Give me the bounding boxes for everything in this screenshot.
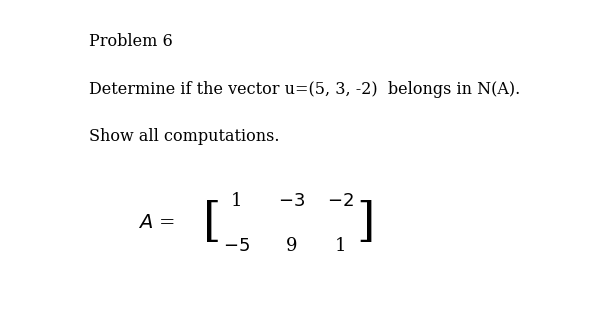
Text: $A$ =: $A$ =: [138, 215, 175, 232]
Text: Show all computations.: Show all computations.: [89, 128, 279, 146]
Text: $-2$: $-2$: [327, 192, 354, 210]
Text: $-5$: $-5$: [223, 237, 250, 255]
Text: 1: 1: [231, 192, 242, 210]
Text: ]: ]: [356, 201, 375, 246]
Text: 9: 9: [286, 237, 297, 255]
Text: Problem 6: Problem 6: [89, 33, 173, 50]
Text: Determine if the vector u=(5, 3, -2)  belongs in N(A).: Determine if the vector u=(5, 3, -2) bel…: [89, 81, 520, 98]
Text: [: [: [203, 201, 221, 246]
Text: 1: 1: [335, 237, 346, 255]
Text: $-3$: $-3$: [278, 192, 305, 210]
